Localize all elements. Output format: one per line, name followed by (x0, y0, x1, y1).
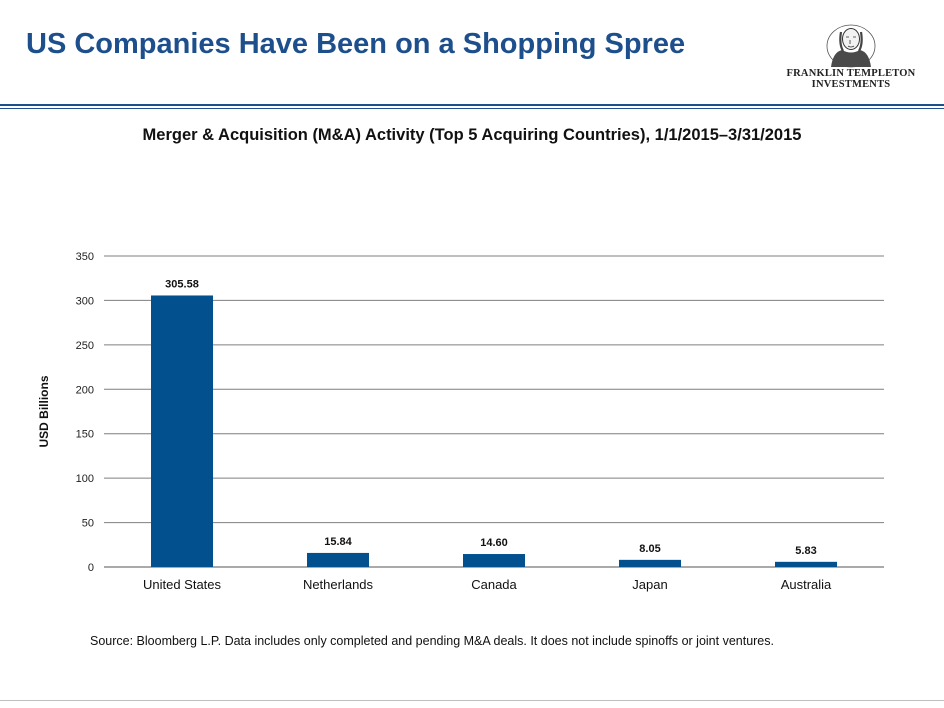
source-note: Source: Bloomberg L.P. Data includes onl… (90, 634, 774, 648)
x-tick-label: Canada (471, 577, 517, 592)
bar (307, 552, 369, 567)
header-rule-bottom (0, 108, 944, 109)
x-tick-label: Netherlands (303, 577, 374, 592)
data-label: 14.60 (480, 537, 508, 549)
x-tick-label: United States (143, 577, 222, 592)
footer-rule (0, 700, 944, 701)
y-tick-label: 150 (76, 429, 94, 441)
y-tick-label: 200 (76, 384, 94, 396)
data-label: 305.58 (165, 278, 199, 290)
bar (775, 561, 837, 567)
slide-title: US Companies Have Been on a Shopping Spr… (26, 28, 686, 60)
y-tick-label: 250 (76, 340, 94, 352)
y-tick-label: 100 (76, 473, 94, 485)
y-tick-label: 50 (82, 518, 94, 530)
bar (619, 559, 681, 567)
bar-chart: 0 50 100 150 200 250 300 350 305.58 United States… (37, 251, 884, 592)
data-label: 15.84 (324, 536, 352, 548)
data-label: 8.05 (639, 543, 660, 555)
x-tick-label: Japan (632, 577, 667, 592)
header-rule-top (0, 104, 944, 106)
y-axis-label: USD Billions (37, 375, 51, 447)
bar (151, 295, 213, 567)
y-tick-label: 0 (88, 562, 94, 574)
x-tick-label: Australia (781, 577, 832, 592)
y-tick-label: 300 (76, 295, 94, 307)
portrait-icon (826, 24, 876, 68)
data-label: 5.83 (795, 545, 816, 557)
bar (463, 554, 525, 567)
chart-title: Merger & Acquisition (M&A) Activity (Top… (142, 126, 802, 144)
logo-line-2: INVESTMENTS (811, 79, 891, 90)
logo-line-1: FRANKLIN TEMPLETON (786, 68, 916, 79)
y-tick-label: 350 (76, 251, 94, 263)
franklin-templeton-logo: FRANKLIN TEMPLETON INVESTMENTS (776, 22, 926, 94)
